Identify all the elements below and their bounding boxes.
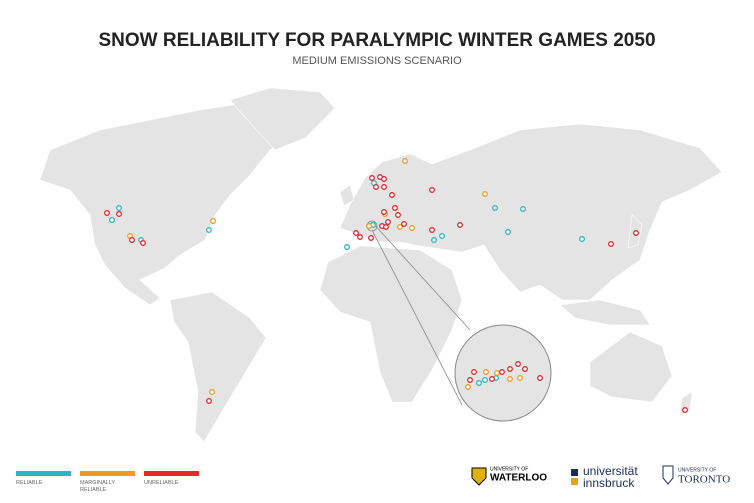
site-marker [129, 237, 135, 243]
legend-swatch [16, 471, 71, 476]
logo-text: UNIVERSITY OF [490, 466, 528, 472]
title: SNOW RELIABILITY FOR PARALYMPIC WINTER G… [98, 30, 655, 51]
site-marker [457, 222, 463, 228]
north-america [39, 103, 291, 306]
site-marker [537, 375, 543, 381]
site-marker [682, 407, 688, 413]
site-marker [389, 192, 395, 198]
site-marker [633, 230, 639, 236]
site-marker [515, 361, 521, 367]
world [39, 87, 723, 443]
site-marker [206, 398, 212, 404]
site-marker [140, 240, 146, 246]
site-marker [505, 229, 511, 235]
logo-text: TORONTO [678, 474, 730, 486]
legend-label-box: MARGINALLY RELIABLE [80, 480, 115, 493]
legend-label-box: UNRELIABLE [144, 480, 179, 486]
site-marker [209, 389, 215, 395]
australia [589, 331, 673, 403]
site-marker [109, 217, 115, 223]
site-marker [507, 366, 513, 372]
site-marker [206, 227, 212, 233]
eurasia [339, 123, 723, 301]
site-marker [368, 235, 374, 241]
site-marker [482, 191, 488, 197]
legend-label: MARGINALLY RELIABLE [80, 480, 115, 493]
site-marker [383, 224, 389, 230]
site-marker [366, 223, 372, 229]
site-marker [429, 187, 435, 193]
site-marker [395, 212, 401, 218]
legend-label: UNRELIABLE [144, 480, 179, 486]
site-marker [439, 233, 445, 239]
site-marker [409, 225, 415, 231]
site-marker [353, 230, 359, 236]
indonesia [559, 299, 651, 326]
greenland [229, 87, 336, 151]
waterloo-crest [471, 467, 487, 486]
site-marker [482, 377, 488, 383]
site-marker [499, 369, 505, 375]
innsbruck-mark [571, 478, 578, 485]
site-marker [381, 209, 387, 215]
logo-text: innsbruck [583, 476, 635, 490]
site-marker [579, 236, 585, 242]
site-marker [520, 206, 526, 212]
site-marker [392, 205, 398, 211]
site-marker [344, 244, 350, 250]
britain [339, 184, 355, 207]
south-america [169, 291, 267, 443]
site-marker [429, 227, 435, 233]
legend-swatch [80, 471, 135, 476]
zoom-line [371, 229, 463, 406]
site-marker [431, 237, 437, 243]
site-marker [357, 234, 363, 240]
logo-text: UNIVERSITY OF [678, 467, 716, 473]
site-marker [507, 376, 513, 382]
site-marker [476, 380, 482, 386]
legend: RELIABLE MARGINALLY RELIABLE UNRELIABLE [16, 471, 199, 493]
africa [319, 245, 463, 403]
legend-label-box: RELIABLE [16, 480, 43, 486]
site-marker [385, 219, 391, 225]
innsbruck-mark [571, 469, 578, 476]
logo-text: universität [583, 464, 638, 478]
logos: UNIVERSITY OF WATERLOO universität innsb… [471, 464, 730, 490]
site-marker [381, 176, 387, 182]
site-marker [104, 210, 110, 216]
site-marker [492, 205, 498, 211]
logo-text: WATERLOO [490, 473, 547, 484]
site-marker [522, 366, 528, 372]
site-marker [471, 369, 477, 375]
site-marker [381, 184, 387, 190]
site-marker [210, 218, 216, 224]
markers [104, 158, 688, 413]
site-marker [517, 375, 523, 381]
legend-swatch [144, 471, 199, 476]
zoom-line [371, 221, 471, 331]
site-marker [608, 241, 614, 247]
site-marker [402, 158, 408, 164]
site-marker [465, 384, 471, 390]
subtitle: MEDIUM EMISSIONS SCENARIO [292, 55, 462, 67]
site-marker [489, 376, 495, 382]
toronto-crest [662, 465, 674, 485]
site-marker [373, 184, 379, 190]
site-marker [467, 377, 473, 383]
site-marker [369, 175, 375, 181]
site-marker [116, 205, 122, 211]
site-marker [483, 369, 489, 375]
site-marker [116, 211, 122, 217]
site-marker [494, 370, 500, 376]
legend-label: RELIABLE [16, 480, 43, 486]
site-marker [401, 221, 407, 227]
site-marker [397, 224, 403, 230]
